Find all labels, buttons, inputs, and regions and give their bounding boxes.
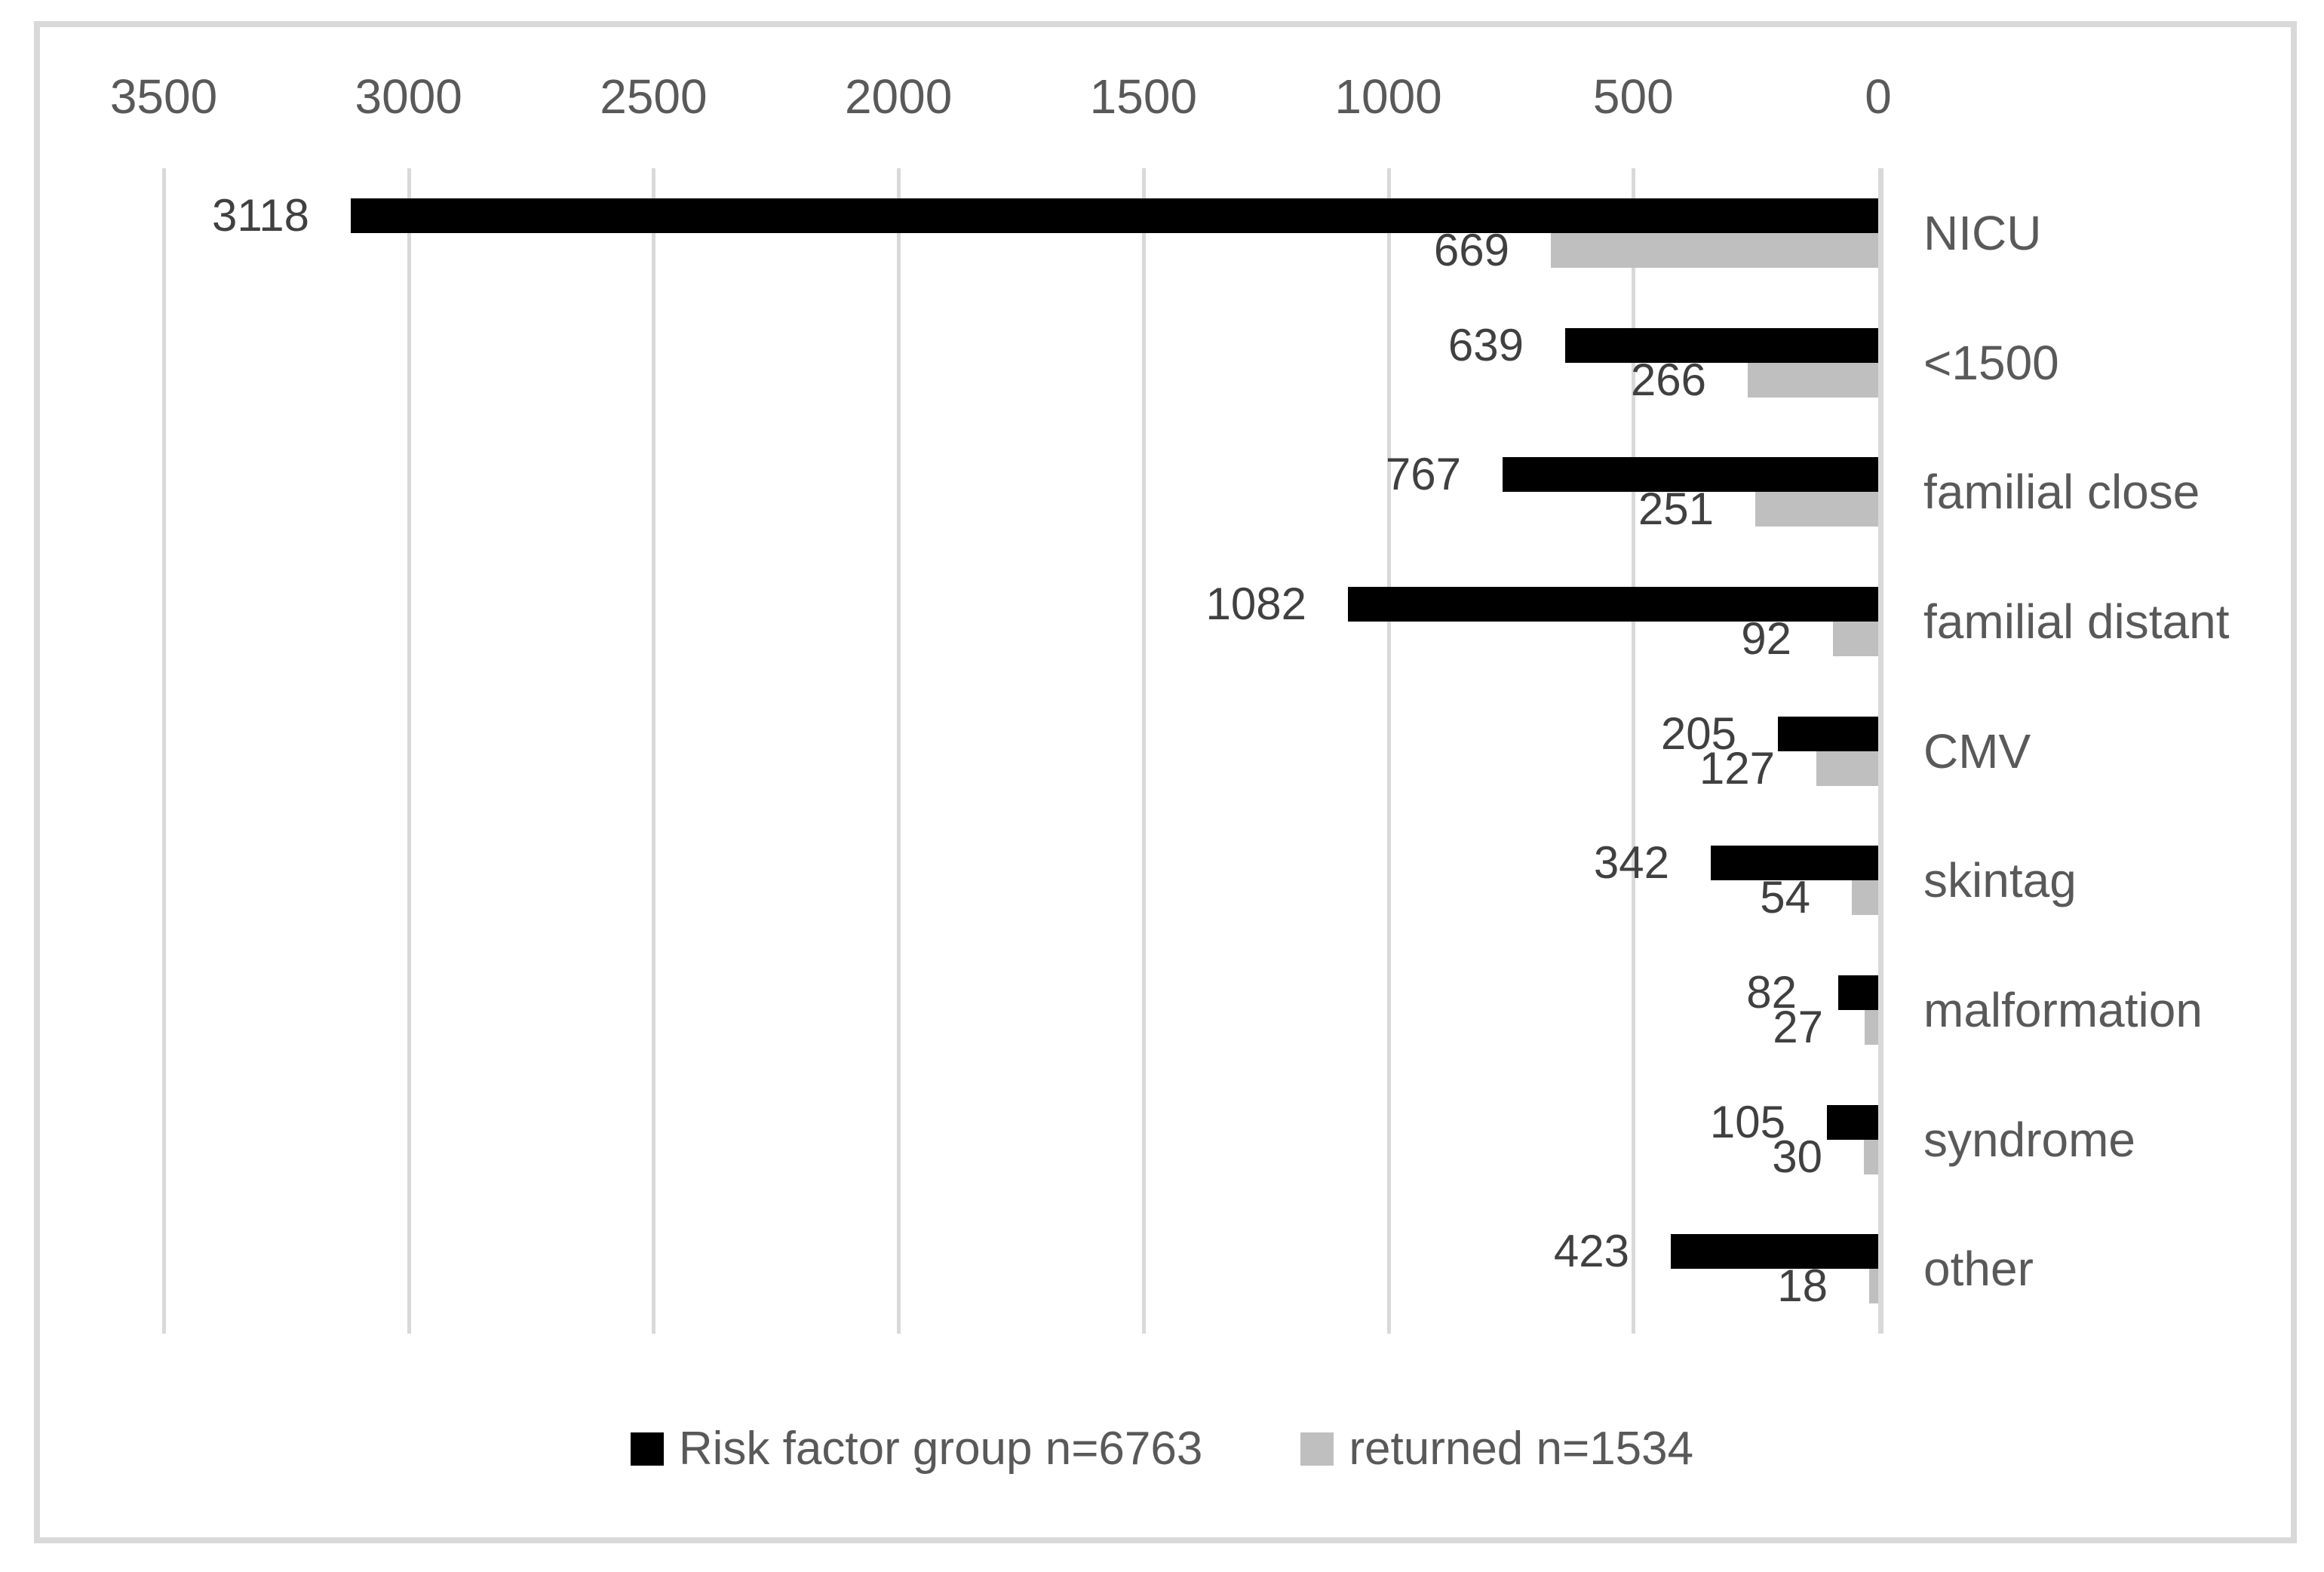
gridline-1500 [1141,168,1146,1334]
gridline-3000 [407,168,411,1334]
bar-returned-nicu [1551,232,1878,268]
category-label-other: other [1923,1242,2034,1297]
legend-item-risk-factor-group: Risk factor group n=6763 [630,1423,1203,1475]
bar-returned--1500 [1748,362,1878,398]
value-label: 92 [1741,613,1791,664]
value-label: 205 [1660,708,1736,759]
bar-returned-familial-distant [1833,621,1878,656]
category-label-malformation: malformation [1923,982,2203,1037]
x-axis-tick-label: 3000 [355,69,462,124]
x-axis-tick-label: 3500 [109,69,218,124]
bar-returned-familial-close [1755,492,1878,527]
legend: Risk factor group n=6763 returned n=1534 [0,1423,2324,1475]
value-label: 266 [1630,354,1706,405]
value-label: 54 [1760,872,1810,923]
value-label: 639 [1448,319,1524,370]
bar-riskgroup-familial-close [1503,457,1878,493]
bar-riskgroup-cmv [1778,716,1878,751]
category-label-familial-close: familial close [1923,465,2200,520]
value-label: 127 [1699,742,1775,794]
value-label: 18 [1777,1260,1828,1312]
bar-riskgroup-nicu [351,198,1878,233]
value-label: 251 [1638,484,1714,535]
category-label-cmv: CMV [1923,723,2031,778]
bar-returned-skintag [1852,880,1878,916]
gridline-2000 [897,168,901,1334]
bar-riskgroup-skintag [1711,846,1878,881]
bar-riskgroup-other [1671,1234,1878,1270]
x-axis-tick-label: 1000 [1334,69,1442,124]
legend-label: returned n=1534 [1349,1423,1694,1475]
bar-riskgroup--1500 [1565,327,1878,363]
category-label--1500: <1500 [1923,335,2059,390]
value-label: 669 [1433,224,1509,275]
chart-border-frame [34,21,2297,1543]
value-label: 30 [1772,1131,1822,1182]
value-label: 767 [1385,449,1461,500]
x-axis-tick-label: 2500 [600,69,708,124]
x-axis-tick-label: 2000 [844,69,953,124]
category-label-skintag: skintag [1923,853,2077,908]
legend-swatch-icon [1300,1432,1334,1466]
value-label: 105 [1709,1096,1785,1147]
category-label-syndrome: syndrome [1923,1112,2135,1167]
bar-riskgroup-familial-distant [1348,586,1878,622]
bar-riskgroup-syndrome [1827,1104,1878,1140]
gridline-1000 [1386,168,1391,1334]
value-label: 342 [1593,837,1669,889]
value-label: 27 [1773,1001,1823,1052]
gridline-500 [1632,168,1636,1334]
value-label: 82 [1746,966,1797,1018]
bar-returned-malformation [1865,1009,1878,1045]
bar-returned-syndrome [1864,1139,1878,1174]
x-axis-tick-label: 500 [1592,69,1674,124]
legend-label: Risk factor group n=6763 [678,1423,1203,1475]
bar-returned-other [1869,1269,1878,1304]
gridline-2500 [652,168,656,1334]
value-label: 1082 [1205,578,1306,629]
gridline-3500 [162,168,166,1334]
legend-item-returned: returned n=1534 [1300,1423,1693,1475]
x-axis-tick-label: 1500 [1089,69,1198,124]
x-axis-tick-label: 0 [1865,69,1892,124]
gridline-0 [1878,168,1883,1334]
category-label-familial-distant: familial distant [1923,594,2230,649]
legend-swatch-icon [630,1432,664,1466]
bar-riskgroup-malformation [1838,975,1878,1010]
category-label-nicu: NICU [1923,205,2042,260]
value-label: 3118 [211,189,309,241]
value-label: 423 [1553,1226,1629,1277]
bar-returned-cmv [1816,751,1878,786]
